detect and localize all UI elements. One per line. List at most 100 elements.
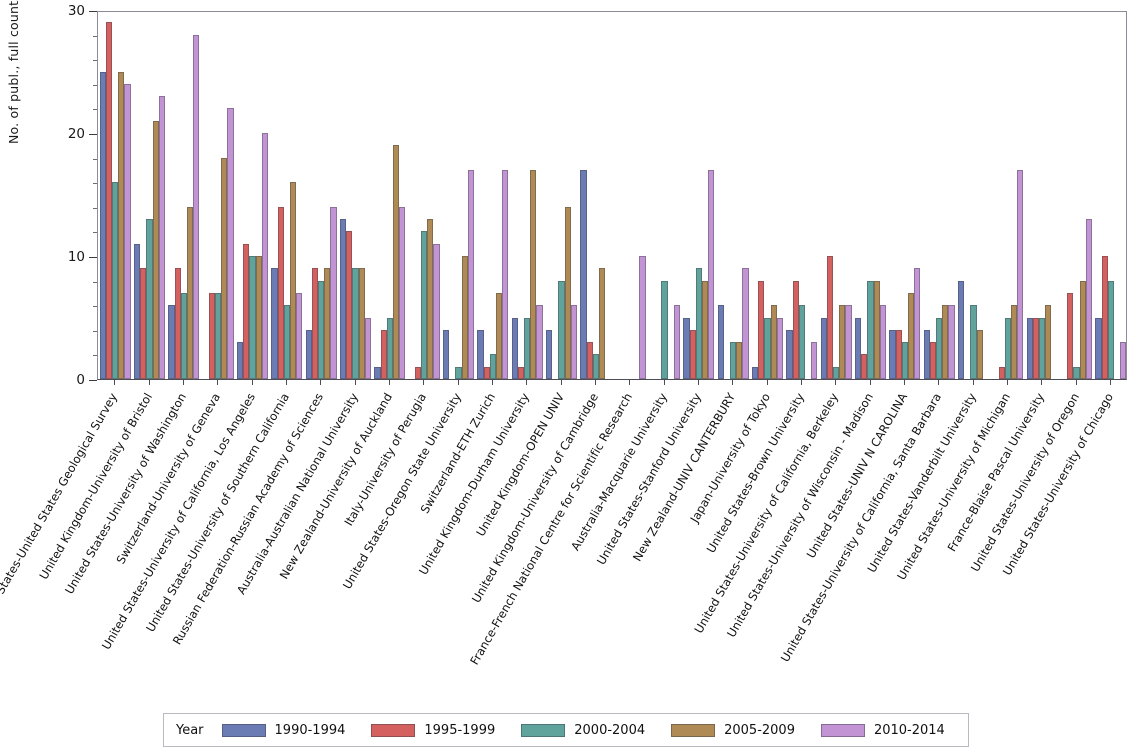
bar	[324, 268, 331, 379]
y-axis-ticks: 0 10 20 30	[0, 0, 97, 392]
bar	[311, 268, 319, 379]
legend-item[interactable]: 2010-2014	[820, 723, 945, 738]
bar	[1095, 317, 1102, 379]
x-axis-label: United States-Stanford University	[593, 390, 704, 568]
x-axis-label: United States-University of California, …	[98, 390, 258, 653]
bar-group	[511, 12, 543, 379]
bar	[118, 71, 125, 379]
x-tick	[903, 380, 905, 385]
x-tick	[354, 380, 356, 385]
x-tick	[285, 380, 287, 385]
x-tick	[594, 380, 596, 385]
bar	[717, 305, 724, 379]
bar	[730, 342, 737, 379]
bar	[776, 317, 783, 379]
x-axis-label: Japan-University of Tokyo	[686, 390, 773, 526]
legend-item[interactable]: 2000-2004	[521, 723, 645, 738]
x-axis-label: United States-University of Chicago	[999, 390, 1116, 578]
bar	[792, 280, 799, 379]
bar	[546, 329, 553, 379]
legend-item[interactable]: 1995-1999	[371, 723, 495, 738]
bar-group	[1095, 12, 1127, 379]
x-axis-label: United States-Brown University	[703, 390, 807, 556]
bar	[221, 157, 228, 379]
bar	[907, 292, 915, 379]
bar	[524, 317, 531, 379]
bar	[536, 305, 543, 379]
bar-group	[168, 12, 200, 379]
bar	[923, 329, 930, 379]
x-tick	[663, 380, 665, 385]
bar	[517, 366, 525, 379]
y-tick-label: 0	[76, 372, 85, 388]
x-tick	[800, 380, 802, 385]
legend-swatch	[820, 723, 865, 737]
x-tick	[629, 380, 631, 385]
y-tick-major	[89, 134, 97, 135]
bar	[661, 280, 668, 379]
bar	[1010, 305, 1018, 379]
x-tick	[1041, 380, 1043, 385]
bar	[689, 329, 696, 379]
x-tick	[732, 380, 734, 385]
x-tick	[1006, 380, 1008, 385]
bar	[477, 329, 484, 379]
bar-group	[305, 12, 337, 379]
legend-item[interactable]: 1990-1994	[221, 723, 345, 738]
bar	[855, 317, 862, 379]
y-tick-minor	[93, 330, 97, 332]
bar	[1004, 317, 1011, 379]
x-axis-label: France-French National Centre for Scient…	[467, 390, 636, 668]
bar	[1017, 169, 1024, 379]
bars-layer	[98, 12, 1127, 379]
x-axis-label: United States-United States Geological S…	[0, 390, 121, 634]
y-tick-minor	[93, 183, 97, 185]
bar	[598, 268, 606, 379]
bar	[1073, 366, 1080, 379]
bar	[386, 317, 393, 379]
y-tick-minor	[93, 158, 97, 160]
y-tick-label: 20	[67, 126, 85, 142]
bar	[180, 292, 187, 379]
y-tick-label: 10	[67, 249, 85, 265]
x-axis-label: United States-University of Southern Cal…	[143, 390, 292, 635]
x-tick	[491, 380, 493, 385]
bar	[942, 305, 949, 379]
bar	[461, 256, 468, 379]
bar	[958, 280, 965, 379]
bar	[255, 256, 262, 379]
bar	[586, 342, 593, 379]
x-tick	[182, 380, 184, 385]
x-tick	[1075, 380, 1077, 385]
x-axis-label: United States-University of Washington	[61, 390, 189, 597]
x-axis-label: New Zealand-University of Auckland	[276, 390, 395, 582]
bar	[673, 305, 680, 379]
bar	[914, 268, 921, 379]
bar-group	[820, 12, 852, 379]
bar	[592, 354, 599, 379]
bar-group	[683, 12, 715, 379]
bar-group	[477, 12, 509, 379]
bar-group	[99, 12, 131, 379]
x-tick	[251, 380, 253, 385]
x-axis-label: France-Blaise Pascal University	[944, 390, 1048, 555]
x-axis-label: United Kingdom-University of Cambridge	[468, 390, 601, 606]
bar-group	[752, 12, 783, 379]
legend-label: 2005-2009	[724, 722, 795, 738]
y-tick-minor	[93, 355, 97, 357]
bar	[305, 329, 312, 379]
legend-item[interactable]: 2005-2009	[671, 723, 795, 738]
bar	[1101, 256, 1108, 379]
bar	[736, 342, 743, 379]
bar	[340, 219, 347, 379]
bar	[929, 342, 937, 379]
bar	[683, 317, 690, 379]
bar	[495, 292, 503, 379]
bar-group	[855, 12, 886, 379]
y-tick-major	[89, 380, 97, 381]
bar	[770, 305, 777, 379]
bar	[271, 268, 278, 379]
bar	[998, 366, 1005, 379]
y-tick-label: 30	[67, 3, 85, 19]
bar	[455, 366, 462, 379]
